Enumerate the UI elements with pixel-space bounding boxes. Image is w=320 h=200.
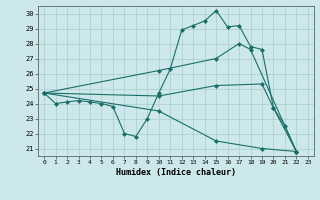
X-axis label: Humidex (Indice chaleur): Humidex (Indice chaleur) (116, 168, 236, 177)
